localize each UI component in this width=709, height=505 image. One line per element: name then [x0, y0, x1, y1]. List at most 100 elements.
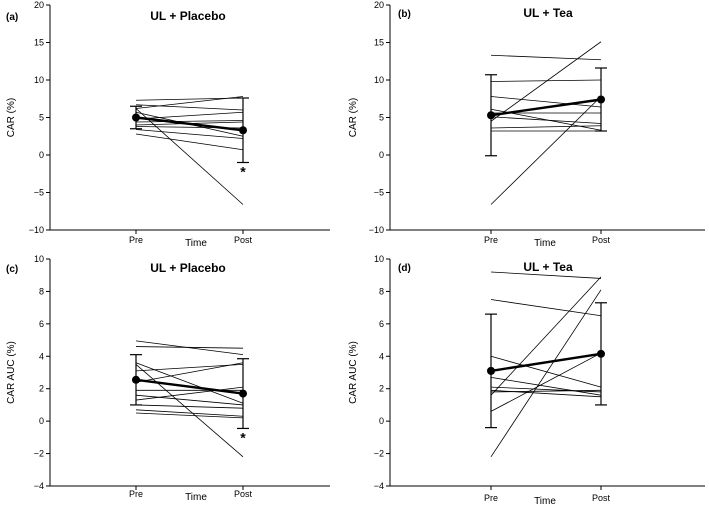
individual-line	[490, 125, 602, 129]
y-tick-label: −2	[34, 449, 44, 459]
y-axis-title: CAR AUC (%)	[348, 341, 359, 404]
significance-marker: *	[240, 429, 246, 445]
mean-point-pre	[132, 113, 140, 122]
individual-line	[490, 389, 602, 393]
individual-line	[135, 129, 244, 139]
x-tick-label-pre: Pre	[484, 493, 498, 503]
x-tick-label-pre: Pre	[129, 489, 143, 499]
individual-line	[490, 79, 602, 82]
mean-point-post	[239, 389, 247, 398]
y-tick-label: 15	[34, 38, 44, 48]
y-tick-label: 0	[379, 150, 384, 160]
individual-line	[490, 289, 602, 458]
individual-line	[135, 108, 244, 205]
individual-line	[490, 355, 602, 388]
individual-line	[490, 276, 602, 396]
x-tick-label-post: Post	[592, 235, 611, 245]
y-tick-label: −5	[34, 188, 44, 198]
y-tick-label: −10	[29, 225, 44, 235]
y-tick-label: −2	[374, 449, 384, 459]
y-tick-label: 10	[34, 254, 44, 264]
individual-line	[490, 96, 602, 205]
panel-title: UL + Placebo	[150, 9, 225, 23]
individual-line	[135, 104, 244, 111]
x-tick-label-pre: Pre	[484, 235, 498, 245]
panel-title: UL + Tea	[523, 6, 573, 20]
mean-point-pre	[487, 111, 495, 120]
y-tick-label: −5	[374, 188, 384, 198]
y-tick-label: 15	[374, 38, 384, 48]
individual-line	[490, 386, 602, 393]
y-axis-title: CAR AUC (%)	[6, 341, 17, 404]
mean-point-post	[597, 95, 605, 104]
y-tick-label: 2	[39, 384, 44, 394]
individual-line	[135, 409, 244, 417]
y-axis-title: CAR (%)	[6, 98, 17, 137]
y-tick-label: 10	[34, 75, 44, 85]
individual-line	[135, 120, 244, 123]
y-tick-label: 2	[379, 384, 384, 394]
mean-point-post	[597, 349, 605, 358]
panel-title: UL + Placebo	[150, 261, 225, 275]
x-tick-label-post: Post	[234, 489, 253, 499]
mean-point-pre	[132, 375, 140, 384]
y-tick-label: 10	[374, 254, 384, 264]
mean-line	[490, 98, 602, 117]
x-axis-title: Time	[534, 496, 556, 505]
mean-line	[135, 378, 244, 395]
individual-line	[490, 271, 602, 279]
y-tick-label: −4	[374, 481, 384, 491]
y-tick-label: −10	[369, 225, 384, 235]
mean-line	[135, 116, 244, 132]
x-axis-title: Time	[185, 492, 207, 503]
individual-line	[490, 116, 602, 124]
individual-line	[135, 412, 244, 419]
x-tick-label-post: Post	[234, 235, 253, 245]
individual-line	[135, 362, 244, 383]
individual-line	[490, 96, 602, 108]
panel-label: (d)	[398, 263, 411, 274]
y-tick-label: 0	[39, 150, 44, 160]
individual-line	[135, 96, 244, 109]
y-tick-label: 20	[34, 0, 44, 10]
panel-label: (b)	[398, 9, 411, 20]
panel-title: UL + Tea	[523, 260, 573, 274]
y-tick-label: 0	[39, 416, 44, 426]
individual-line	[135, 404, 244, 409]
y-tick-label: 4	[379, 351, 384, 361]
individual-line	[490, 299, 602, 317]
y-tick-label: 10	[374, 75, 384, 85]
y-tick-label: 8	[39, 286, 44, 296]
individual-line	[490, 352, 602, 412]
individual-line	[135, 111, 244, 120]
y-tick-label: 5	[39, 113, 44, 123]
y-tick-label: 5	[379, 113, 384, 123]
mean-point-pre	[487, 366, 495, 375]
individual-line	[135, 133, 244, 151]
individual-line	[490, 41, 602, 122]
panel-label: (a)	[6, 12, 18, 23]
individual-line	[135, 394, 244, 406]
individual-line	[135, 386, 244, 401]
y-tick-label: 20	[374, 0, 384, 10]
y-tick-label: 4	[39, 351, 44, 361]
x-axis-title: Time	[185, 238, 207, 249]
y-tick-label: 6	[39, 319, 44, 329]
individual-line	[490, 376, 602, 396]
panel-label: (c)	[6, 264, 18, 275]
significance-marker: *	[240, 164, 246, 180]
individual-line	[135, 346, 244, 349]
individual-line	[135, 340, 244, 356]
y-tick-label: 0	[379, 416, 384, 426]
y-tick-label: −4	[34, 481, 44, 491]
y-tick-label: 6	[379, 319, 384, 329]
y-tick-label: 8	[379, 286, 384, 296]
individual-line	[490, 54, 602, 61]
mean-point-post	[239, 126, 247, 135]
individual-line	[135, 363, 244, 372]
x-axis-title: Time	[534, 238, 556, 249]
individual-line	[135, 364, 244, 458]
x-tick-label-pre: Pre	[129, 235, 143, 245]
mean-line	[490, 352, 602, 373]
